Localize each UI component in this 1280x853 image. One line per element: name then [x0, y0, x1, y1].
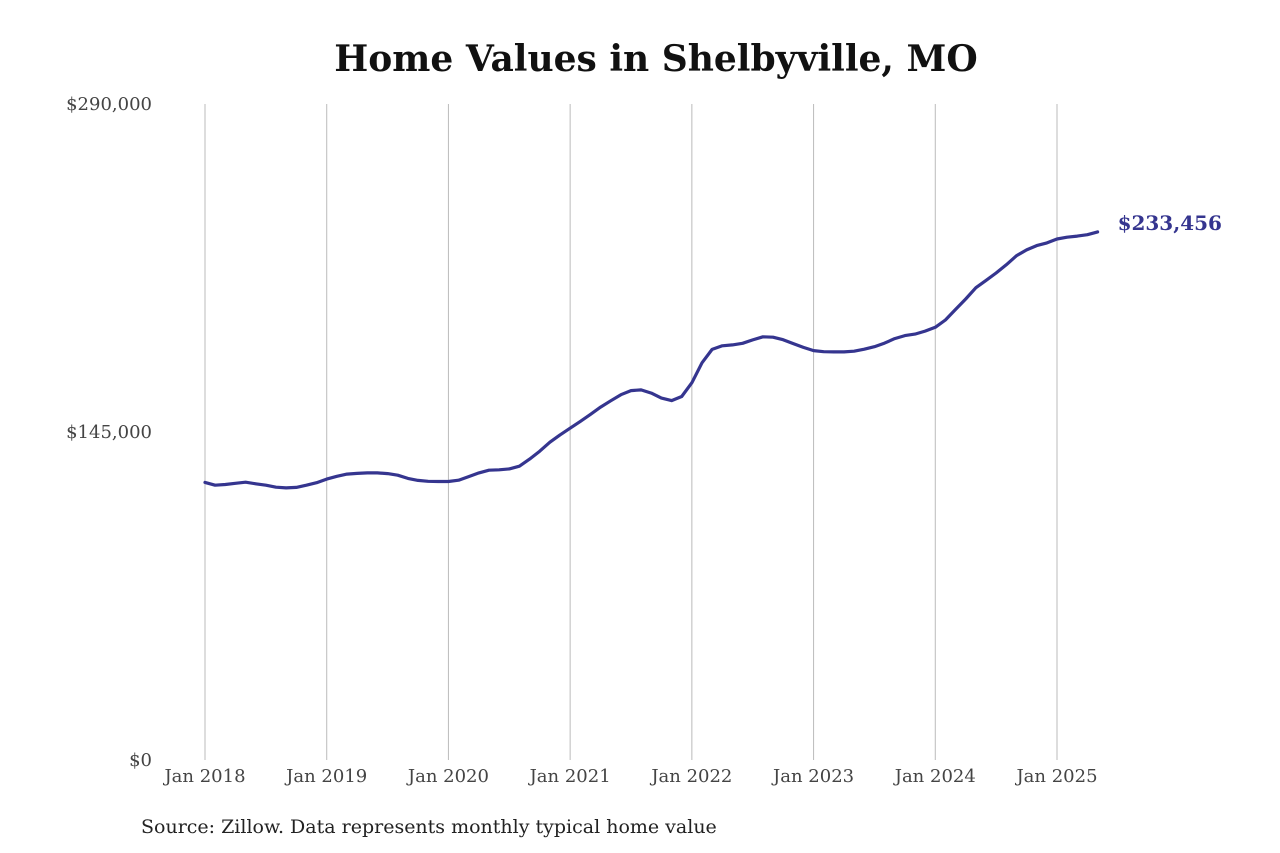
- series-line: [203, 230, 1100, 490]
- annotations: $233,456: [1118, 211, 1222, 235]
- chart-title: Home Values in Shelbyville, MO: [334, 38, 978, 80]
- x-tick-label: Jan 2024: [893, 766, 976, 787]
- y-axis-ticks: $0 $145,000 $290,000: [66, 94, 152, 771]
- series-layer: [203, 230, 1100, 490]
- x-tick-label: Jan 2023: [771, 766, 854, 787]
- end-value-label: $233,456: [1118, 211, 1222, 235]
- y-tick-label: $145,000: [66, 422, 152, 443]
- x-tick-label: Jan 2025: [1014, 766, 1097, 787]
- x-tick-label: Jan 2020: [406, 766, 489, 787]
- x-tick-label: Jan 2019: [284, 766, 367, 787]
- y-tick-label: $290,000: [66, 94, 152, 115]
- x-axis-ticks: Jan 2018 Jan 2019 Jan 2020 Jan 2021 Jan 2022…: [162, 766, 1097, 787]
- x-tick-label: Jan 2022: [649, 766, 732, 787]
- source-note: Source: Zillow. Data represents monthly …: [141, 816, 717, 838]
- x-tick-label: Jan 2021: [528, 766, 611, 787]
- grid-lines: [204, 104, 1058, 760]
- y-tick-label: $0: [129, 750, 152, 771]
- x-tick-label: Jan 2018: [162, 766, 245, 787]
